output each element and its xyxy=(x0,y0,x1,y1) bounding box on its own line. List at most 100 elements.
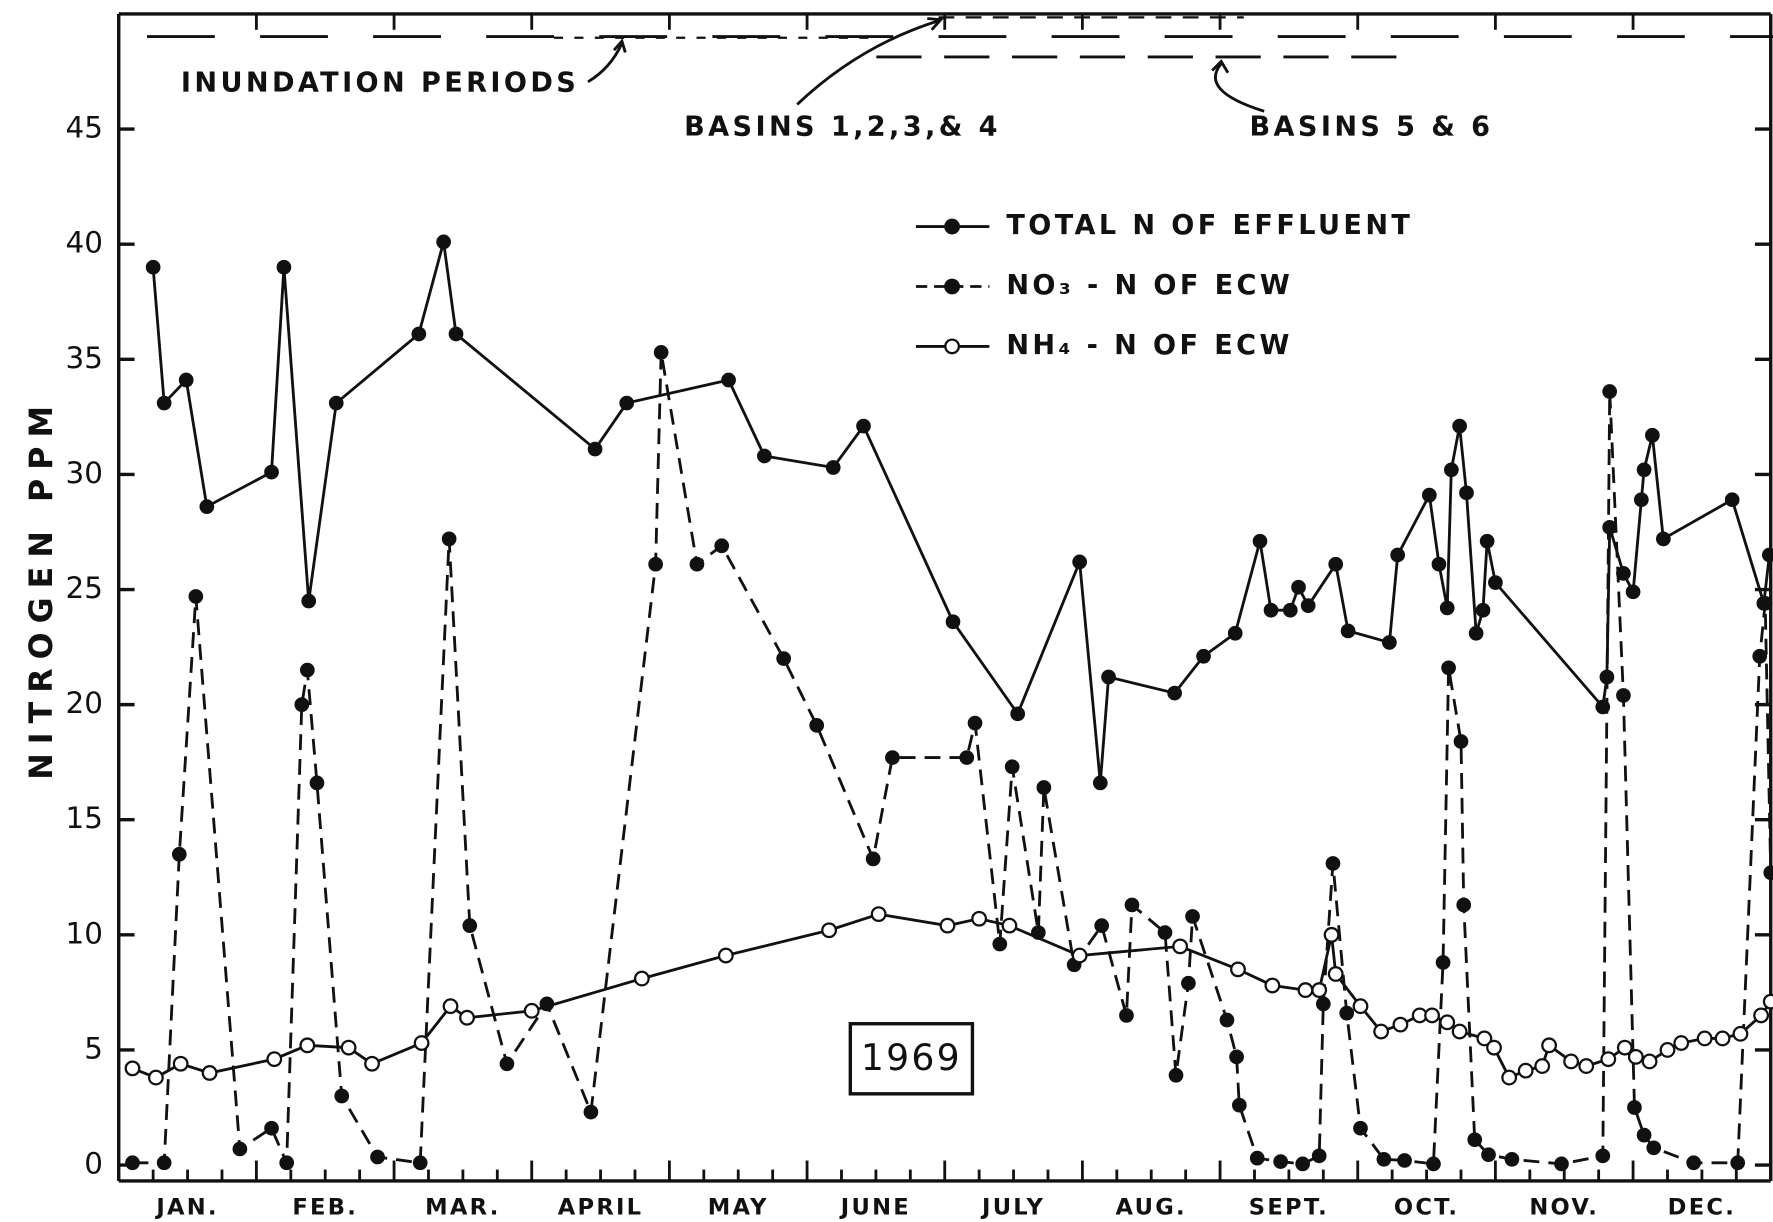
data-point xyxy=(364,1055,380,1072)
data-point xyxy=(1517,1062,1534,1079)
data-point xyxy=(1488,575,1503,590)
data-point xyxy=(1439,1014,1456,1031)
data-point xyxy=(870,906,887,923)
legend-marker xyxy=(944,218,960,235)
data-point xyxy=(328,395,344,411)
data-point xyxy=(1264,977,1281,994)
data-point xyxy=(865,851,881,867)
data-point xyxy=(1252,533,1268,549)
data-point xyxy=(1119,1008,1134,1023)
data-point xyxy=(1602,384,1618,399)
data-point xyxy=(1431,556,1447,572)
x-tick-label: OCT. xyxy=(1394,1195,1459,1221)
legend-label: NH₄ - N OF ECW xyxy=(1006,330,1292,361)
data-point xyxy=(172,1055,189,1072)
data-point xyxy=(1392,1016,1409,1033)
x-tick-label: APRIL xyxy=(558,1195,644,1221)
data-point xyxy=(1475,602,1491,618)
y-tick-label: 30 xyxy=(66,456,103,490)
x-tick-label: MAY xyxy=(708,1195,769,1221)
data-point xyxy=(232,1141,248,1157)
data-point xyxy=(1376,1151,1392,1167)
data-point xyxy=(757,448,772,464)
data-point xyxy=(201,1065,218,1081)
data-point xyxy=(1763,865,1773,881)
data-point xyxy=(1625,584,1641,600)
data-point xyxy=(1168,1067,1184,1083)
data-point xyxy=(1426,1156,1441,1172)
data-point xyxy=(1439,600,1455,616)
data-point xyxy=(1600,1051,1617,1068)
data-point xyxy=(1673,1035,1690,1051)
data-point xyxy=(309,775,325,791)
data-point xyxy=(1036,780,1052,795)
data-point xyxy=(301,593,317,609)
data-point xyxy=(967,715,983,731)
annotation: INUNDATION PERIODS xyxy=(181,68,579,99)
y-tick-label: 0 xyxy=(84,1147,103,1181)
data-point xyxy=(971,910,988,927)
y-tick-label: 10 xyxy=(66,916,103,950)
data-point xyxy=(1295,1156,1311,1172)
data-point xyxy=(411,326,427,342)
data-point xyxy=(1339,1005,1355,1021)
data-point xyxy=(442,998,459,1015)
data-point xyxy=(448,326,464,342)
data-point xyxy=(721,372,736,388)
data-point xyxy=(1311,982,1328,999)
data-point xyxy=(1328,556,1344,572)
data-point xyxy=(1636,462,1652,478)
data-point xyxy=(1443,462,1459,478)
data-point xyxy=(1181,975,1196,991)
y-tick-label: 5 xyxy=(84,1031,103,1065)
data-point xyxy=(1451,1023,1468,1040)
data-point xyxy=(1762,993,1773,1010)
data-point xyxy=(1273,1154,1288,1169)
data-point xyxy=(1656,531,1671,547)
data-point xyxy=(633,970,650,987)
data-point xyxy=(1456,897,1472,913)
data-point xyxy=(809,717,825,733)
annotation: BASINS 1,2,3,& 4 xyxy=(684,112,1001,143)
data-point xyxy=(587,441,603,457)
data-point xyxy=(992,936,1008,952)
y-tick-label: 20 xyxy=(66,686,103,720)
data-point xyxy=(1757,595,1773,611)
data-point xyxy=(523,1002,540,1019)
data-point xyxy=(1092,775,1108,791)
data-point xyxy=(1300,598,1316,613)
data-point xyxy=(147,1069,164,1086)
data-point xyxy=(1315,996,1331,1012)
data-point xyxy=(178,372,194,388)
data-point xyxy=(1353,1120,1368,1136)
x-tick-label: SEPT. xyxy=(1249,1195,1329,1221)
data-point xyxy=(1323,926,1340,943)
data-point xyxy=(1481,1147,1496,1163)
legend-label: NO₃ - N OF ECW xyxy=(1006,270,1293,301)
data-point xyxy=(340,1039,357,1056)
annotation: BASINS 5 & 6 xyxy=(1249,112,1493,143)
data-point xyxy=(856,418,871,434)
data-point xyxy=(1732,1025,1749,1042)
data-point xyxy=(1479,533,1495,549)
data-point xyxy=(199,499,215,514)
data-point xyxy=(1636,1127,1652,1143)
annotation: 1969 xyxy=(861,1036,962,1079)
data-point xyxy=(1390,547,1406,563)
data-point xyxy=(264,1120,279,1136)
data-point xyxy=(1435,955,1451,970)
data-point xyxy=(1311,1148,1327,1164)
data-point xyxy=(1382,635,1397,650)
data-point xyxy=(156,1155,172,1171)
data-point xyxy=(279,1155,295,1171)
legend-marker xyxy=(944,338,960,355)
legend-marker xyxy=(944,278,960,295)
data-point xyxy=(1453,734,1469,749)
data-point xyxy=(1730,1155,1746,1171)
data-point xyxy=(1291,579,1306,595)
data-point xyxy=(1340,623,1356,639)
data-point xyxy=(1004,759,1020,775)
data-point xyxy=(1282,602,1298,618)
data-point xyxy=(1094,918,1110,933)
y-tick-label: 40 xyxy=(66,226,103,260)
